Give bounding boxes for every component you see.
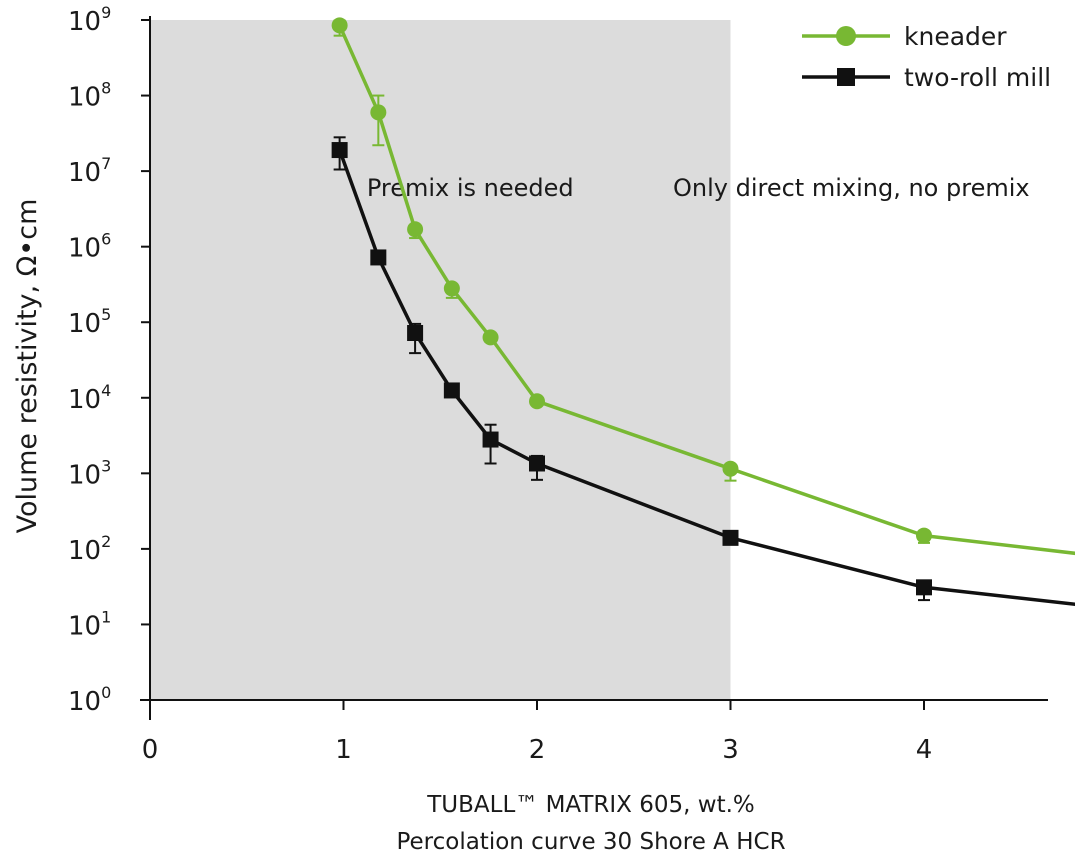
y-tick-label: 106	[68, 230, 111, 264]
data-point-square	[722, 529, 739, 546]
y-tick-label: 105	[68, 305, 111, 339]
data-point-square	[482, 431, 499, 448]
legend-label: two-roll mill	[904, 63, 1051, 92]
data-point-square	[331, 142, 348, 159]
direct-mixing-label: Only direct mixing, no premix	[673, 174, 1030, 202]
y-tick-label: 100	[68, 683, 111, 717]
x-tick-label: 2	[529, 735, 546, 765]
series-layer	[331, 17, 1075, 606]
data-point-circle	[529, 393, 545, 410]
y-tick-label: 103	[68, 456, 111, 490]
series-two-roll-mill	[331, 136, 1075, 606]
legend-marker-square	[837, 68, 855, 86]
y-tick-label: 102	[68, 532, 111, 566]
x-tick-label: 1	[335, 735, 352, 765]
y-tick-label: 101	[68, 607, 111, 641]
data-point-circle	[370, 104, 387, 121]
x-tick-label: 0	[142, 735, 159, 765]
data-point-circle	[722, 460, 739, 477]
y-axis-title: Volume resistivity, Ω•cm	[12, 199, 43, 534]
data-point-circle	[331, 17, 348, 34]
series-kneader	[331, 17, 1075, 556]
y-axis-ticks: 100 101 102 103 104 105 106 107 108 109	[68, 3, 150, 717]
error-bar	[372, 94, 385, 147]
data-point-circle	[443, 280, 460, 297]
x-tick-label: 4	[916, 735, 933, 765]
x-axis-title: TUBALL™ MATRIX 605, wt.%	[426, 792, 755, 818]
chart-subtitle: Percolation curve 30 Shore A HCR	[396, 829, 785, 855]
x-axis-ticks: 012345	[142, 700, 933, 765]
data-point-square	[407, 325, 424, 342]
legend-item-kneader: kneader	[802, 22, 1007, 51]
data-point-square	[370, 249, 387, 266]
data-point-square	[529, 455, 545, 472]
data-point-circle	[482, 329, 499, 346]
legend: kneader two-roll mill	[802, 22, 1051, 92]
y-tick-label: 109	[68, 3, 111, 37]
y-tick-label: 108	[68, 79, 111, 113]
premix-shaded-region	[150, 20, 731, 700]
data-point-square	[443, 382, 460, 399]
x-tick-label: 3	[722, 735, 739, 765]
legend-marker-circle	[836, 26, 856, 46]
legend-label: kneader	[904, 22, 1007, 51]
data-point-square	[916, 579, 932, 596]
legend-item-two-roll-mill: two-roll mill	[802, 63, 1051, 92]
data-point-circle	[916, 527, 932, 544]
y-tick-label: 104	[68, 381, 111, 415]
y-tick-label: 107	[68, 154, 111, 188]
data-point-circle	[407, 221, 424, 238]
axes	[140, 16, 1048, 720]
